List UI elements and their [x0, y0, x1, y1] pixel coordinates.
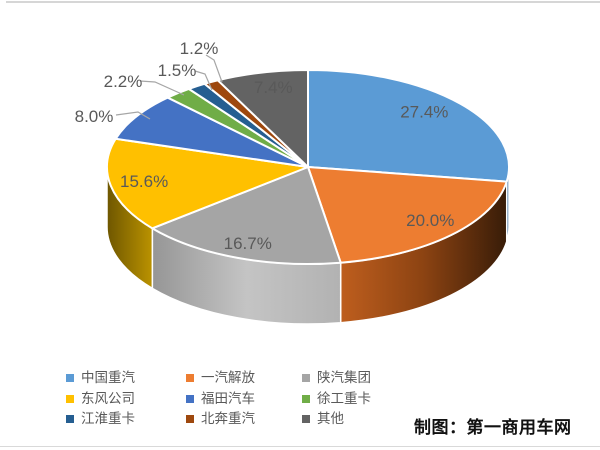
bottom-border	[0, 446, 600, 447]
legend-label: 福田汽车	[201, 391, 255, 406]
leader-line-7	[194, 70, 213, 91]
legend-item-8: 北奔重汽	[186, 411, 255, 427]
pie-slice-1	[307, 69, 510, 183]
legend-label: 徐工重卡	[317, 391, 371, 406]
value-label-2: 20.0%	[406, 211, 454, 230]
value-label-6: 2.2%	[104, 72, 143, 91]
leader-line-5	[115, 111, 151, 120]
pie-slice-9	[216, 69, 309, 168]
legend-item-7: 江淮重卡	[66, 411, 135, 427]
pie-slice-3	[151, 166, 342, 265]
legend-label: 陕汽集团	[317, 370, 371, 385]
legend-swatch-icon	[302, 374, 310, 382]
legend-item-1: 中国重汽	[66, 370, 135, 386]
value-label-4: 15.6%	[120, 172, 168, 191]
legend-swatch-icon	[66, 415, 74, 423]
pie-slice-5	[114, 96, 309, 168]
legend-label: 东风公司	[81, 391, 135, 406]
legend-swatch-icon	[302, 415, 310, 423]
legend-swatch-icon	[302, 395, 310, 403]
legend-item-4: 东风公司	[66, 391, 135, 407]
legend-label: 其他	[317, 411, 344, 426]
value-label-9: 7.4%	[254, 78, 293, 97]
credit-text: 制图：第一商用车网	[414, 418, 572, 437]
legend-item-3: 陕汽集团	[302, 370, 371, 386]
legend-swatch-icon	[186, 415, 194, 423]
value-label-5: 8.0%	[75, 107, 114, 126]
value-label-3: 16.7%	[224, 234, 272, 253]
legend-label: 一汽解放	[201, 370, 255, 385]
value-label-1: 27.4%	[400, 103, 448, 122]
legend-swatch-icon	[66, 374, 74, 382]
legend-label: 中国重汽	[81, 370, 135, 385]
leader-line-6	[139, 80, 185, 96]
legend-label: 江淮重卡	[81, 411, 135, 426]
value-label-8: 1.2%	[180, 39, 219, 58]
legend-item-6: 徐工重卡	[302, 391, 371, 407]
legend-swatch-icon	[186, 395, 194, 403]
legend-item-5: 福田汽车	[186, 391, 255, 407]
legend-item-2: 一汽解放	[186, 370, 255, 386]
legend-item-9: 其他	[302, 411, 344, 427]
pie-slice-2	[307, 166, 508, 264]
legend-swatch-icon	[66, 395, 74, 403]
legend-label: 北奔重汽	[201, 411, 255, 426]
leader-line-8	[205, 54, 223, 83]
pie-slice-4	[106, 137, 309, 230]
legend-swatch-icon	[186, 374, 194, 382]
value-label-7: 1.5%	[158, 61, 197, 80]
top-border	[6, 1, 600, 3]
